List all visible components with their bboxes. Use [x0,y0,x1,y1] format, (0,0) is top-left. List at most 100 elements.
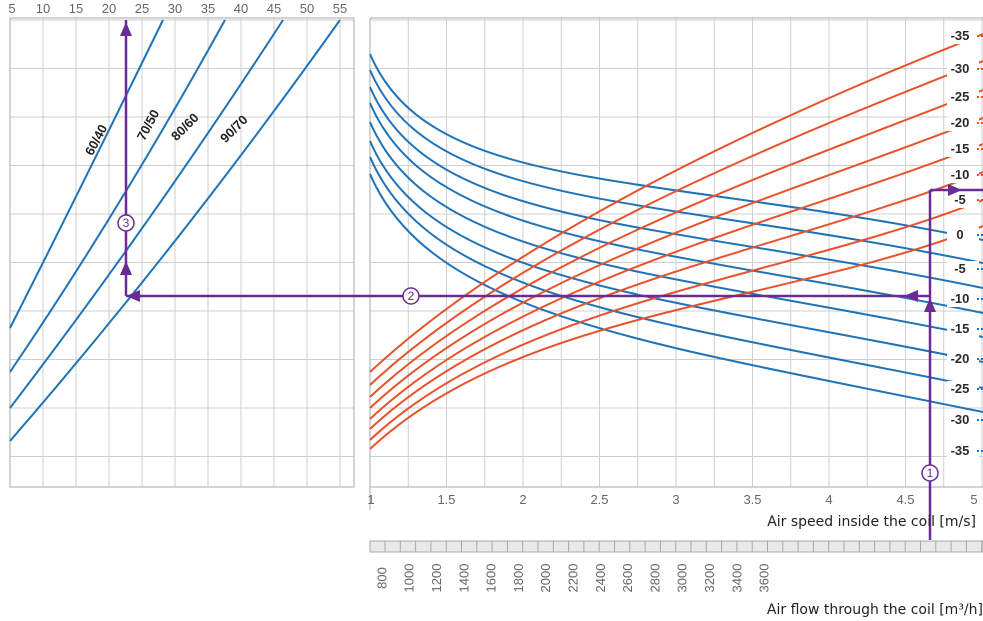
right-tick-bg [947,291,979,307]
right-tick-label: -5 [954,261,966,276]
x-tick-label: 20 [102,1,116,16]
air-flow-tick-label: 1600 [484,564,499,593]
air-flow-tick-label: 2200 [566,564,581,593]
step-marker-circle [402,287,420,305]
air-speed-tick-label: 4 [825,492,832,507]
right-tick-label: -30 [951,412,970,427]
right-tick-label: -15 [951,141,970,156]
right-tick-bg [947,351,979,367]
curve-label: 60/40 [82,122,111,158]
air-flow-tick-label: 1000 [402,564,417,593]
coil-curves [369,33,983,450]
left-panel-x-ticks: 5 10 15 20 25 30 35 40 45 50 55 [8,1,347,16]
air-speed-tick-label: 4.5 [896,492,914,507]
right-tick-bg [947,261,979,277]
air-flow-tick-label: 2400 [593,564,608,593]
left-panel-grid [9,17,355,488]
air-flow-tick-label: 2000 [538,564,553,593]
right-panel-grid [369,17,983,510]
red-performance-curve [369,199,983,441]
air-flow-tick-label: 3600 [757,564,772,593]
right-tick-bg [947,89,979,105]
air-flow-tick-label: 2600 [620,564,635,593]
selection-path: 1 2 3 [117,20,983,540]
x-tick-label: 50 [300,1,314,16]
red-performance-curve [369,117,983,409]
right-tick-label: -15 [951,321,970,336]
right-tick-label: -20 [951,351,970,366]
water-temperature-curve [9,19,341,442]
water-temperature-curve [9,19,164,329]
right-tick-label: -30 [951,61,970,76]
right-tick-label: -35 [951,443,970,458]
blue-performance-curve [369,53,983,241]
step-marker-label: 1 [927,466,934,480]
right-tick-bg [947,227,979,243]
air-flow-tick-label: 1800 [511,564,526,593]
blue-performance-curve [369,173,983,413]
blue-performance-curve [369,156,983,389]
right-tick-label: -25 [951,381,970,396]
red-performance-curve [369,60,983,386]
air-speed-axis-label: Air speed inside the coil [m/s] [767,514,976,530]
water-temperature-curve [9,19,226,373]
arrow-up-head-top [120,22,132,36]
air-speed-tick-label: 5 [970,492,977,507]
air-flow-tick-label: 2800 [647,564,662,593]
x-tick-label: 15 [69,1,83,16]
right-tick-bg [947,321,979,337]
right-tick-label: -35 [951,28,970,43]
blue-performance-curve [369,121,983,338]
air-flow-tick-label: 3200 [702,564,717,593]
arrow-left-head-2 [126,290,140,302]
right-tick-bg [947,61,979,77]
air-speed-tick-label: 2.5 [590,492,608,507]
air-flow-axis-label: Air flow through the coil [m³/h] [767,602,983,618]
x-tick-label: 25 [135,1,149,16]
x-tick-label: 45 [267,1,281,16]
red-performance-curve [369,171,983,430]
step-marker-circle [117,214,135,232]
air-speed-tick-label: 1 [367,492,374,507]
red-performance-curve [369,89,983,398]
right-panel-ticks: -35 -30 -25 -20 -15 -10 -5 0 -5 -10 -15 -20 -25 -30 -3… [367,28,983,507]
x-tick-label: 30 [168,1,182,16]
air-speed-tick-label: 2 [519,492,526,507]
blue-performance-curve [369,102,983,314]
air-flow-tick-label: 1400 [456,564,471,593]
right-tick-bg [947,167,979,183]
arrow-up-head [924,298,936,312]
right-tick-bg [947,412,979,428]
x-tick-label: 55 [333,1,347,16]
x-tick-label: 5 [8,1,15,16]
right-tick-bg [947,381,979,397]
x-tick-label: 40 [234,1,248,16]
x-tick-label: 10 [36,1,50,16]
air-speed-tick-label: 1.5 [437,492,455,507]
right-tick-bg [947,28,979,44]
right-tick-label: -25 [951,89,970,104]
right-tick-bg [947,115,979,131]
right-tick-label: -10 [951,291,970,306]
red-performance-curve [369,143,983,420]
air-flow-tick-label: 3400 [729,564,744,593]
blue-performance-curve [369,69,983,264]
air-speed-tick-label: 3.5 [743,492,761,507]
right-tick-bg [947,192,979,208]
air-flow-scale-bar [369,540,983,553]
air-speed-tick-label: 3 [672,492,679,507]
red-performance-curve [369,33,983,373]
red-performance-curve [369,225,983,450]
arrow-up-head-left [120,261,132,275]
water-temperature-curve [9,19,284,409]
right-tick-label: -20 [951,115,970,130]
arrow-left-head-1 [904,290,918,302]
air-flow-tick-label: 1200 [429,564,444,593]
curve-label: 80/60 [168,110,202,144]
blue-performance-curve [369,86,983,289]
step-marker-label: 2 [408,289,415,303]
left-panel-frame [9,17,355,488]
right-tick-label: -10 [951,167,970,182]
right-tick-label: 0 [956,227,963,242]
